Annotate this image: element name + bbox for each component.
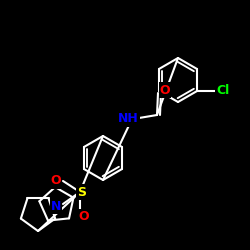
Text: O: O xyxy=(51,174,61,188)
Text: Cl: Cl xyxy=(216,84,230,98)
Text: O: O xyxy=(160,84,170,96)
Text: N: N xyxy=(51,200,61,212)
Text: O: O xyxy=(79,210,89,224)
Text: S: S xyxy=(78,186,86,198)
Text: NH: NH xyxy=(118,112,139,126)
